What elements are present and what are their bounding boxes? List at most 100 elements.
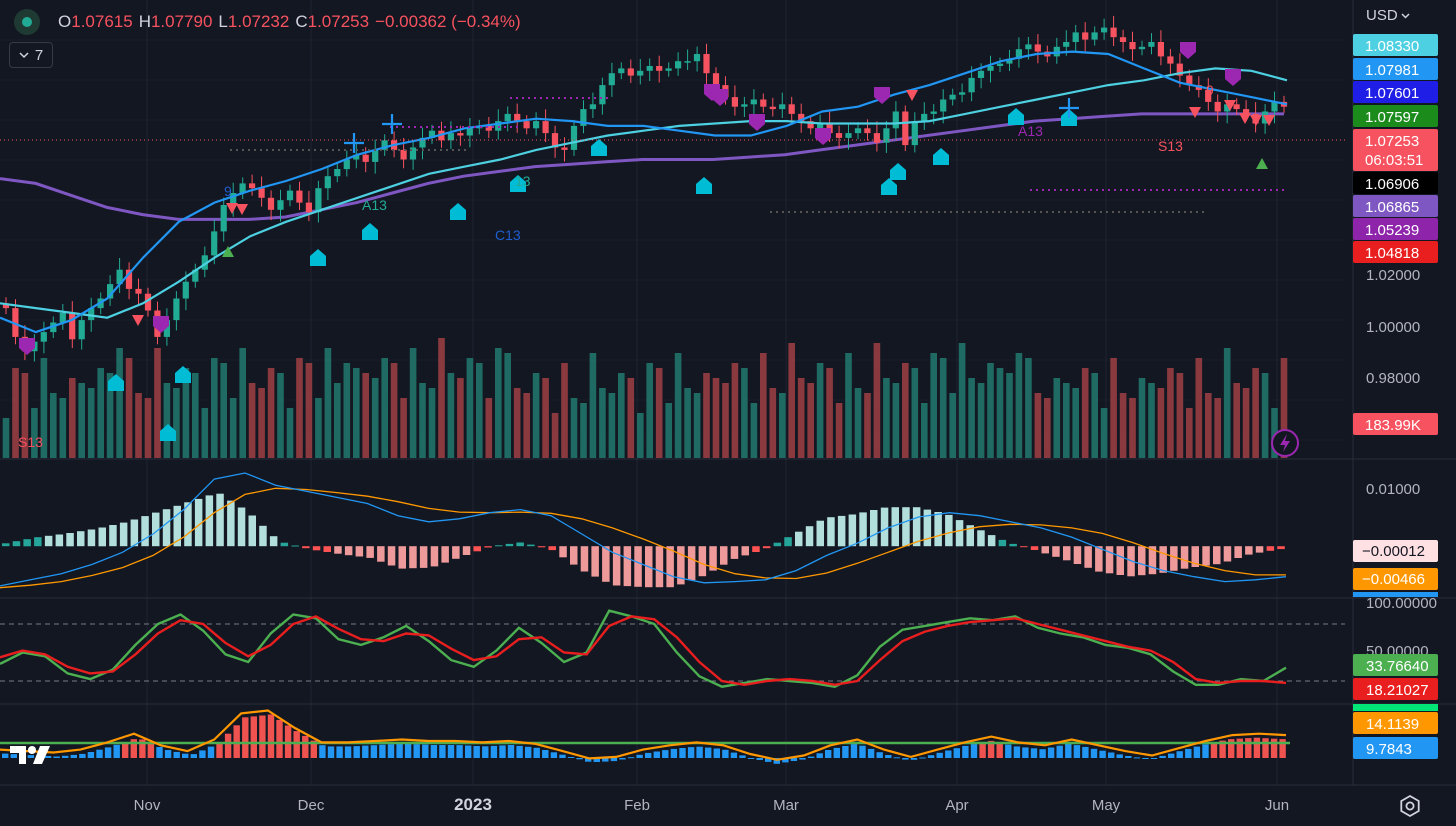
candle-body	[258, 188, 265, 198]
oscillator-bar	[713, 748, 720, 758]
macd-histogram-bar	[870, 510, 878, 547]
currency-label: USD	[1366, 7, 1398, 24]
oscillator-bar	[1022, 747, 1029, 758]
candle-body	[1091, 32, 1098, 40]
signal-house-icon	[890, 163, 906, 180]
oscillator-bar	[70, 754, 77, 758]
oscillator-bar	[816, 753, 823, 758]
cross-marker-icon	[1059, 98, 1079, 118]
macd-histogram-bar	[1105, 546, 1114, 574]
macd-histogram-bar	[591, 546, 599, 577]
oscillator-bar	[447, 745, 455, 758]
signal-house-icon	[175, 366, 191, 383]
ema-slow-line	[0, 67, 1288, 319]
candle-body	[1186, 75, 1193, 86]
volume-bar	[655, 368, 663, 458]
oscillator-bar	[662, 750, 669, 758]
macd-histogram-bar	[302, 546, 310, 549]
gear-icon[interactable]	[1398, 794, 1422, 823]
setup-annotation: A13	[1018, 123, 1043, 139]
volume-bar	[409, 348, 417, 458]
signal-house-icon	[1008, 108, 1024, 125]
candle-body	[684, 61, 691, 63]
indicators-toggle-button[interactable]: 7	[9, 42, 53, 68]
volume-bar	[220, 363, 227, 458]
oscillator-badge	[1353, 712, 1438, 734]
candle-body	[1082, 32, 1089, 40]
volume-bar	[1063, 383, 1070, 458]
volume-bar	[1261, 373, 1269, 458]
volume-bar	[239, 348, 246, 458]
oscillator-bar	[1005, 744, 1012, 758]
oscillator-bar	[876, 752, 883, 758]
macd-histogram-bar	[1138, 546, 1146, 576]
volume-bar	[31, 408, 38, 458]
volume-bar	[1006, 373, 1013, 458]
macd-histogram-bar	[184, 502, 192, 547]
signal-house-icon	[108, 374, 124, 391]
signal-markers: S13 A13 C13 9 A13 S13 13 9	[18, 42, 1275, 450]
volume-bar	[466, 358, 474, 458]
oscillator-bar	[413, 744, 420, 758]
tradingview-logo-icon[interactable]	[8, 742, 56, 773]
price-badge	[1353, 34, 1438, 56]
volume-bar	[911, 368, 919, 458]
volume-bar	[277, 373, 284, 458]
volume-bar	[618, 373, 625, 458]
oscillator-bar	[344, 746, 352, 758]
candle-body	[305, 202, 312, 213]
signal-house-icon	[310, 249, 326, 266]
currency-menu[interactable]: USD	[1366, 7, 1410, 24]
candle-body	[116, 269, 123, 285]
oscillator-bar	[1219, 740, 1226, 758]
macd-histogram-bar	[859, 512, 867, 547]
volume-bar	[958, 343, 966, 458]
macd-histogram-bar	[87, 529, 96, 547]
volume-bar	[116, 348, 123, 458]
macd-histogram-bar	[323, 546, 331, 552]
volume-bar	[163, 383, 171, 458]
candle-body	[286, 190, 294, 201]
macd-histogram-bar	[162, 509, 171, 547]
macd-histogram-bar	[77, 531, 85, 547]
oscillator-bar	[96, 749, 103, 758]
oscillator-bar	[422, 744, 429, 758]
volume-bar	[987, 363, 994, 458]
macd-histogram-bar	[312, 546, 321, 551]
signal-house-icon	[933, 148, 949, 165]
candle-body	[921, 113, 928, 122]
macd-histogram-bar	[623, 546, 632, 587]
macd-histogram-bar	[709, 546, 717, 571]
macd-histogram-bar	[698, 546, 707, 577]
lightning-icon[interactable]	[1270, 428, 1300, 463]
macd-histogram-bar	[12, 541, 21, 547]
volume-bar	[69, 378, 76, 458]
oscillator-bar	[147, 743, 155, 758]
candle-body	[457, 133, 464, 136]
candle-body	[144, 293, 152, 311]
candle-body	[1110, 27, 1117, 38]
volume-bar	[1015, 353, 1023, 458]
indicator-count: 7	[34, 46, 44, 64]
ohlc-legend: O 1.07615 H 1.07790 L 1.07232 C 1.07253 …	[14, 9, 521, 35]
time-tick: Apr	[945, 797, 968, 814]
volume-bar	[1044, 398, 1051, 458]
oscillator-bar	[833, 747, 840, 758]
oscillator-bar	[893, 757, 900, 759]
oscillator-bar	[327, 746, 335, 758]
macd-histogram-bar	[827, 517, 835, 547]
candle-body	[504, 113, 511, 122]
macd-histogram-bar	[248, 515, 256, 547]
macd-histogram-bar	[848, 514, 857, 547]
oscillator-green-badge	[1353, 704, 1438, 711]
macd-histogram-bar	[527, 544, 535, 547]
volume-bar	[854, 388, 862, 458]
volume-bar	[428, 388, 436, 458]
macd-histogram-bar	[344, 546, 353, 556]
oscillator-bar	[919, 757, 926, 759]
macd-histogram-bar	[119, 522, 128, 547]
oscillator-bar	[336, 746, 343, 758]
symbol-status-dot-icon[interactable]	[14, 9, 40, 35]
time-axis: Nov Dec 2023 Feb Mar Apr May Jun	[134, 795, 1289, 814]
